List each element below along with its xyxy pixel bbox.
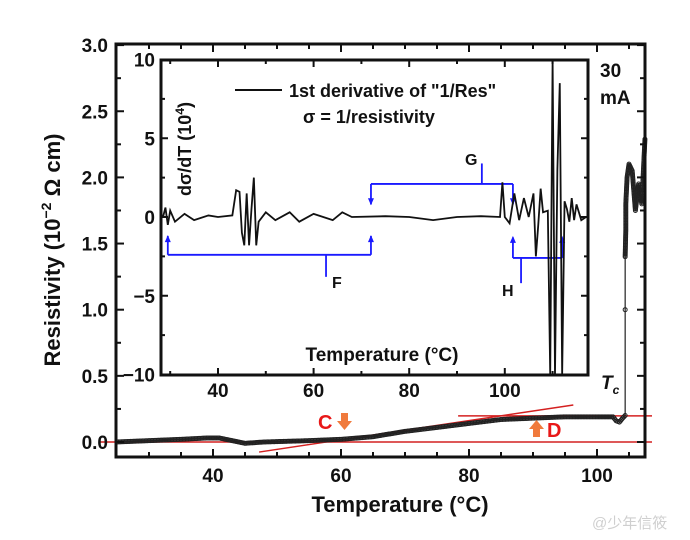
- data-point: [583, 414, 589, 420]
- inset-y-tick-label: 0: [144, 208, 155, 229]
- x-tick-label: 60: [330, 466, 351, 487]
- data-point: [582, 414, 588, 420]
- bracket-g-label: G: [465, 152, 477, 169]
- inset-x-axis-label: Temperature (°C): [306, 345, 459, 366]
- inset-subtitle: σ = 1/resistivity: [303, 107, 435, 127]
- data-point: [589, 414, 595, 420]
- current-value: 30: [600, 61, 621, 82]
- x-tick-label: 80: [458, 466, 479, 487]
- inset-y-tick-label: −10: [123, 366, 155, 387]
- arrow-up-icon: [164, 235, 171, 243]
- data-point: [565, 414, 571, 420]
- inset-y-tick-label: 10: [134, 51, 155, 72]
- data-point: [621, 414, 627, 420]
- main-x-axis-label: Temperature (°C): [311, 492, 488, 517]
- bracket-f-label: F: [332, 275, 342, 292]
- data-point: [586, 414, 592, 420]
- arrow-up-icon: [509, 235, 516, 243]
- data-point: [580, 414, 586, 420]
- inset-plot-frame: [159, 58, 590, 377]
- arrow-up-d-icon: [529, 420, 544, 437]
- x-tick-label: 40: [202, 466, 223, 487]
- inset-y-axis-label: dσ/dT (104): [173, 102, 195, 196]
- fit-lines: [100, 404, 652, 453]
- x-tick-label: 100: [581, 466, 613, 487]
- y-tick-label: 1.5: [82, 235, 109, 256]
- inset-axes-ticks: 40 60 80 100 −10 −5 0 5 10: [123, 51, 588, 402]
- data-point: [570, 414, 576, 420]
- bracket-h-label: H: [502, 283, 514, 300]
- main-plot-frame: [114, 42, 647, 459]
- data-point: [568, 414, 574, 420]
- main-y-axis-label: Resistivity (10−2 Ω cm): [38, 134, 65, 367]
- data-point: [576, 414, 582, 420]
- data-point: [567, 414, 573, 420]
- data-point: [591, 414, 597, 420]
- arrow-up-icon: [367, 235, 374, 243]
- y-tick-label: 1.0: [82, 301, 108, 322]
- data-point: [620, 415, 626, 421]
- d-label: D: [547, 420, 561, 442]
- inset-y-tick-label: 5: [144, 129, 155, 150]
- inset-x-tick-label: 100: [489, 381, 521, 402]
- inset-x-tick-label: 80: [399, 381, 420, 402]
- data-point: [585, 414, 591, 420]
- y-tick-label: 0.0: [82, 433, 108, 454]
- data-point: [564, 414, 570, 420]
- legend-label: 1st derivative of "1/Res": [289, 81, 496, 101]
- watermark: @少年信筱: [592, 515, 667, 532]
- inset-x-tick-label: 40: [207, 381, 228, 402]
- data-point: [571, 414, 577, 420]
- y-tick-label: 2.5: [82, 102, 109, 123]
- derivative-series-line: [162, 59, 587, 375]
- y-tick-label: 3.0: [82, 36, 108, 57]
- arrow-down-c-icon: [337, 413, 352, 430]
- data-point: [588, 414, 594, 420]
- y-tick-label: 2.0: [82, 168, 108, 189]
- data-point: [574, 414, 580, 420]
- resistivity-series: [114, 136, 648, 446]
- inset-y-tick-label: −5: [133, 287, 155, 308]
- data-point: [622, 413, 628, 419]
- data-point: [562, 414, 568, 420]
- inset-x-tick-label: 60: [303, 381, 324, 402]
- tc-label: Tc: [601, 373, 620, 397]
- data-point: [622, 307, 628, 313]
- data-point: [573, 414, 579, 420]
- data-point: [577, 414, 583, 420]
- c-label: C: [318, 412, 332, 434]
- data-point: [579, 414, 585, 420]
- current-unit: mA: [600, 88, 631, 109]
- y-tick-label: 0.5: [82, 367, 109, 388]
- arrow-down-icon: [367, 198, 374, 206]
